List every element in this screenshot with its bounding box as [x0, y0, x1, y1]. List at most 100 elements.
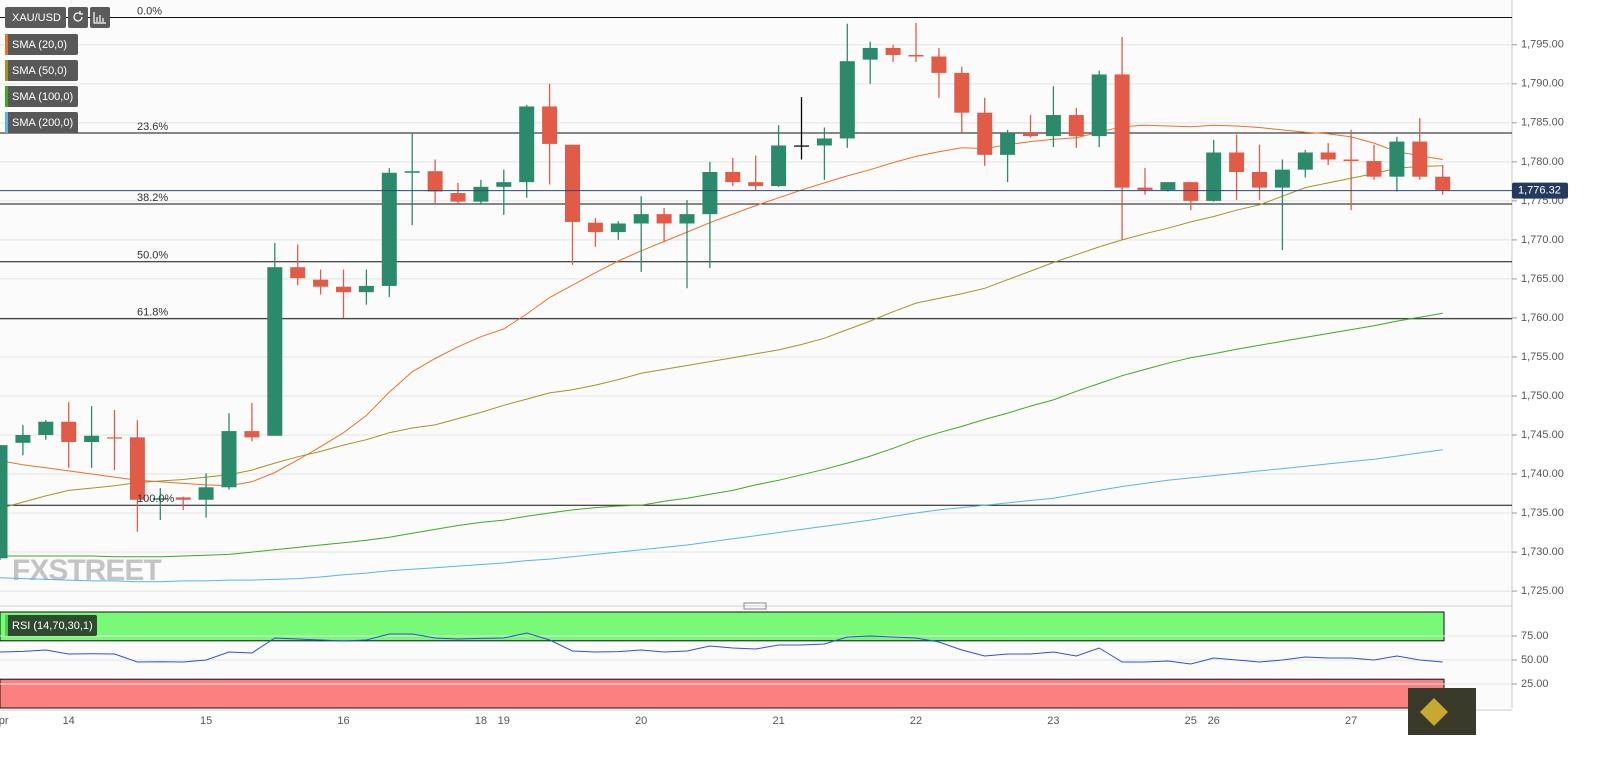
legend-item: [5, 60, 78, 81]
legend-swatch: [5, 60, 8, 81]
pane-handle[interactable]: [743, 602, 767, 610]
legend-label: RSI (14,70,30,1): [12, 620, 93, 632]
candle-body: [702, 172, 718, 215]
candle-body: [221, 431, 237, 488]
refresh-button[interactable]: [68, 7, 88, 28]
sma-line: [0, 165, 1443, 509]
candle-body: [794, 145, 809, 147]
candle-body: [633, 214, 649, 224]
y-tick-label: 75.00: [1521, 630, 1549, 642]
candle-body: [381, 172, 397, 286]
candle-body: [450, 193, 466, 202]
candle-body: [244, 431, 260, 438]
candle-body: [748, 182, 764, 187]
y-tick-label: 1,735.00: [1521, 507, 1564, 519]
candle-body: [1183, 182, 1199, 201]
candle-body: [404, 171, 420, 173]
legend-item: [5, 34, 78, 55]
y-tick-label: 1,755.00: [1521, 351, 1564, 363]
x-tick-label: Apr: [0, 715, 9, 727]
candle-body: [358, 285, 374, 293]
candle-body: [587, 222, 603, 233]
fib-label: 23.6%: [137, 121, 168, 133]
grid: [0, 44, 1517, 709]
candle-body: [84, 435, 100, 443]
settings-icon: [93, 12, 106, 24]
last-price-label: 1,776.32: [1518, 184, 1561, 196]
x-tick-label: 23: [1047, 715, 1059, 727]
x-tick-label: 15: [200, 715, 212, 727]
legend-label: SMA (100,0): [12, 91, 73, 103]
legend-label: SMA (20,0): [12, 39, 67, 51]
symbol-button[interactable]: [5, 7, 66, 28]
marks: [0, 16, 1512, 665]
candle-body: [15, 434, 31, 443]
y-tick-label: 1,765.00: [1521, 273, 1564, 285]
candle-body: [1068, 115, 1084, 137]
candle-body: [771, 145, 787, 187]
candle-body: [565, 144, 580, 222]
fib-label: 100.0%: [137, 493, 175, 505]
legend-label: SMA (50,0): [12, 65, 67, 77]
candle-body: [313, 279, 329, 287]
candle-body: [908, 54, 924, 57]
x-tick-label: 27: [1345, 715, 1357, 727]
last-price-box: [1512, 182, 1568, 199]
y-tick-label: 1,795.00: [1521, 39, 1564, 51]
candle-body: [336, 286, 351, 293]
x-tick-label: 18: [475, 715, 487, 727]
candle-body: [0, 445, 8, 559]
candle-body: [1435, 176, 1451, 190]
fib-label: 61.8%: [137, 307, 168, 319]
legend-item: [5, 86, 78, 107]
y-tick-label: 1,780.00: [1521, 156, 1564, 168]
y-tick-label: 1,785.00: [1521, 117, 1564, 129]
candle-body: [542, 106, 558, 144]
candle-body: [267, 267, 283, 436]
candle-body: [38, 421, 54, 435]
candle-body: [129, 437, 145, 500]
legend-swatch: [5, 34, 8, 55]
candle-body: [1320, 152, 1336, 160]
candle-body: [725, 172, 741, 183]
candle-body: [175, 497, 191, 500]
symbol: XAU/USD: [12, 12, 61, 24]
candle-body: [1366, 161, 1382, 177]
x-tick-label: 20: [635, 715, 647, 727]
fib-label: 0.0%: [137, 5, 162, 17]
candle-body: [519, 106, 535, 183]
y-tick-label: 1,750.00: [1521, 390, 1564, 402]
fib-label: 38.2%: [137, 192, 168, 204]
candle-body: [1023, 132, 1038, 137]
y-tick-label: 1,790.00: [1521, 78, 1564, 90]
candle-body: [427, 171, 443, 192]
candle-body: [1000, 132, 1016, 155]
candle-body: [656, 214, 672, 224]
y-tick-label: 25.00: [1521, 678, 1549, 690]
legend-swatch: [5, 112, 8, 133]
legend-item: [5, 112, 78, 133]
y-tick-label: 1,770.00: [1521, 234, 1564, 246]
candle-body: [610, 223, 626, 233]
candle-body: [107, 437, 122, 439]
sma-line: [0, 449, 1443, 583]
x-tick-label: 25: [1185, 715, 1197, 727]
sma-line: [0, 312, 1443, 558]
candle-body: [61, 421, 77, 443]
sma-line: [0, 124, 1443, 487]
x-tick-label: 22: [910, 715, 922, 727]
candle-body: [977, 112, 993, 155]
fib-label: 50.0%: [137, 250, 168, 262]
x-tick-label: 26: [1208, 715, 1220, 727]
rsi-line: [0, 632, 1443, 665]
x-tick-label: 16: [337, 715, 349, 727]
candle-body: [1297, 152, 1313, 170]
candle-body: [1206, 152, 1222, 201]
legend-swatch: [5, 86, 8, 107]
candle-body: [1229, 152, 1245, 173]
legend-swatch: [5, 615, 8, 636]
candle-body: [1343, 159, 1359, 162]
x-tick-label: 19: [498, 715, 510, 727]
refresh-icon: [73, 11, 83, 22]
